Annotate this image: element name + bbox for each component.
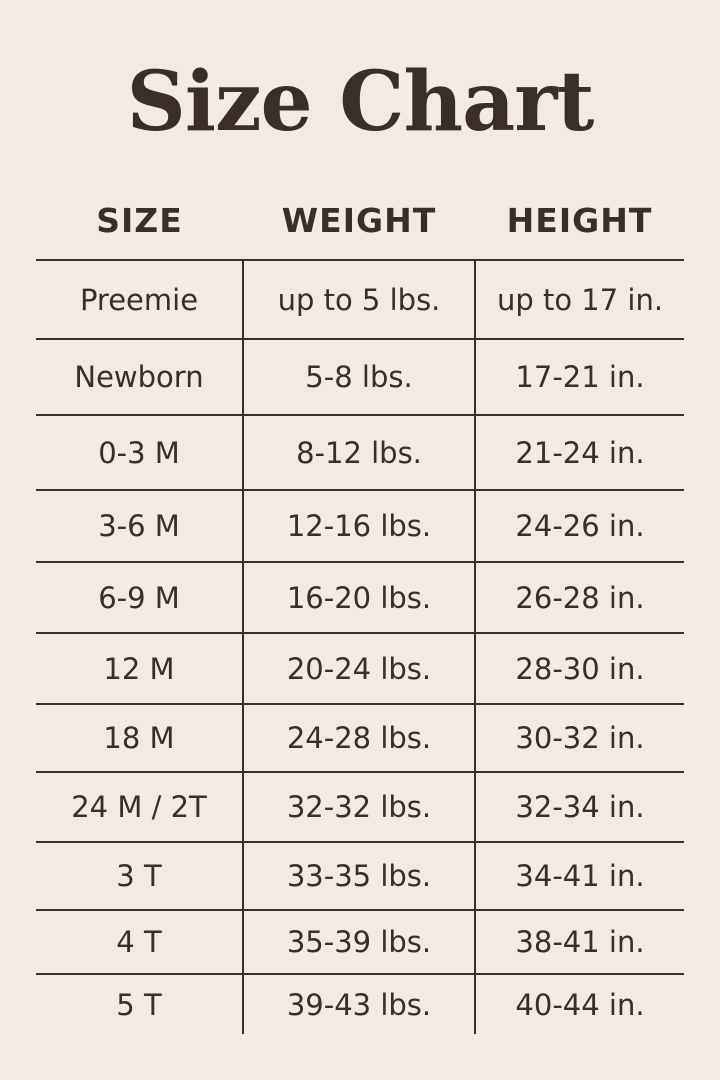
- cell-size: 24 M / 2T: [36, 771, 243, 842]
- header-size: SIZE: [96, 201, 183, 240]
- header-weight: WEIGHT: [281, 201, 437, 240]
- table-row: 12 M 20-24 lbs. 28-30 in.: [36, 632, 684, 704]
- table-row: 24 M / 2T 32-32 lbs. 32-34 in.: [36, 771, 684, 842]
- cell-weight: 20-24 lbs.: [242, 632, 475, 704]
- table-row: 3 T 33-35 lbs. 34-41 in.: [36, 841, 684, 910]
- cell-weight: 39-43 lbs.: [242, 973, 475, 1034]
- table-row: 6-9 M 16-20 lbs. 26-28 in.: [36, 561, 684, 633]
- cell-height: 21-24 in.: [474, 414, 684, 490]
- cell-height: 17-21 in.: [474, 338, 684, 415]
- cell-weight: 32-32 lbs.: [242, 771, 475, 842]
- table-row: 4 T 35-39 lbs. 38-41 in.: [36, 909, 684, 974]
- cell-weight: up to 5 lbs.: [242, 259, 475, 339]
- cell-size: Preemie: [36, 259, 243, 339]
- cell-weight: 35-39 lbs.: [242, 909, 475, 974]
- cell-height: up to 17 in.: [474, 259, 684, 339]
- cell-height: 40-44 in.: [474, 973, 684, 1034]
- cell-size: Newborn: [36, 338, 243, 415]
- cell-size: 3 T: [36, 841, 243, 910]
- cell-weight: 24-28 lbs.: [242, 703, 475, 772]
- page-title: Size Chart: [126, 54, 595, 150]
- cell-size: 12 M: [36, 632, 243, 704]
- table-row: 5 T 39-43 lbs. 40-44 in.: [36, 973, 684, 1034]
- cell-height: 30-32 in.: [474, 703, 684, 772]
- table-row: 18 M 24-28 lbs. 30-32 in.: [36, 703, 684, 772]
- table-row: 0-3 M 8-12 lbs. 21-24 in.: [36, 414, 684, 490]
- cell-size: 0-3 M: [36, 414, 243, 490]
- cell-height: 38-41 in.: [474, 909, 684, 974]
- cell-height: 28-30 in.: [474, 632, 684, 704]
- table-row: Preemie up to 5 lbs. up to 17 in.: [36, 259, 684, 339]
- cell-height: 24-26 in.: [474, 489, 684, 562]
- cell-size: 3-6 M: [36, 489, 243, 562]
- cell-weight: 5-8 lbs.: [242, 338, 475, 415]
- cell-weight: 8-12 lbs.: [242, 414, 475, 490]
- table-row: Newborn 5-8 lbs. 17-21 in.: [36, 338, 684, 415]
- header-height: HEIGHT: [506, 201, 653, 240]
- cell-height: 32-34 in.: [474, 771, 684, 842]
- cell-size: 5 T: [36, 973, 243, 1034]
- cell-size: 18 M: [36, 703, 243, 772]
- table-header: SIZE WEIGHT HEIGHT: [36, 196, 684, 246]
- size-table: Preemie up to 5 lbs. up to 17 in. Newborn 5-…: [36, 259, 684, 1034]
- cell-size: 4 T: [36, 909, 243, 974]
- table-row: 3-6 M 12-16 lbs. 24-26 in.: [36, 489, 684, 562]
- cell-size: 6-9 M: [36, 561, 243, 633]
- cell-weight: 12-16 lbs.: [242, 489, 475, 562]
- cell-weight: 16-20 lbs.: [242, 561, 475, 633]
- cell-height: 26-28 in.: [474, 561, 684, 633]
- cell-height: 34-41 in.: [474, 841, 684, 910]
- cell-weight: 33-35 lbs.: [242, 841, 475, 910]
